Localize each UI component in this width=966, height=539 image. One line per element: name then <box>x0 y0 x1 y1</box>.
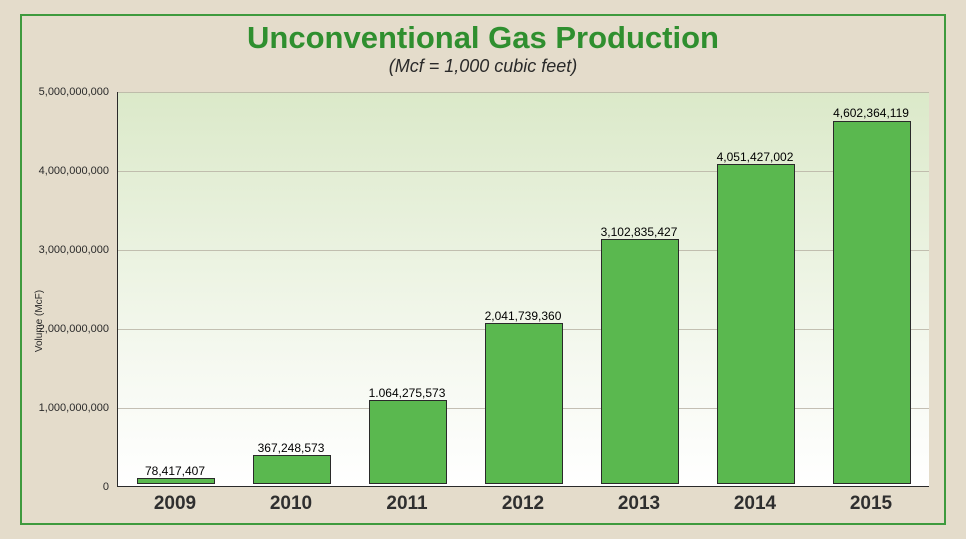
x-tick-label: 2013 <box>618 493 660 515</box>
chart-frame: Unconventional Gas Production (Mcf = 1,0… <box>20 14 946 525</box>
x-tick-label: 2010 <box>270 493 312 515</box>
bar-value-label: 4,051,427,002 <box>717 150 794 164</box>
gridline <box>118 171 929 172</box>
bar-value-label: 4,602,364,119 <box>833 106 909 120</box>
y-tick-label: 2,000,000,000 <box>19 323 109 335</box>
bar-value-label: 78,417,407 <box>145 464 205 478</box>
gridline <box>118 250 929 251</box>
gridline <box>118 92 929 93</box>
bar-value-label: 2,041,739,360 <box>485 309 562 323</box>
y-tick-label: 5,000,000,000 <box>19 86 109 98</box>
y-axis-title: Volume (McF) <box>34 290 45 352</box>
bar-value-label: 367,248,573 <box>258 441 325 455</box>
bar <box>601 239 680 484</box>
bar-value-label: 3,102,835,427 <box>601 225 678 239</box>
y-tick-label: 3,000,000,000 <box>19 244 109 256</box>
chart-outer: Unconventional Gas Production (Mcf = 1,0… <box>0 0 966 539</box>
x-tick-label: 2012 <box>502 493 544 515</box>
y-tick-label: 0 <box>19 481 109 493</box>
y-tick-label: 1,000,000,000 <box>19 402 109 414</box>
y-tick-label: 4,000,000,000 <box>19 165 109 177</box>
chart-title: Unconventional Gas Production <box>22 20 944 56</box>
plot-area <box>117 92 929 487</box>
chart-subtitle: (Mcf = 1,000 cubic feet) <box>22 56 944 77</box>
bar <box>485 323 564 484</box>
bar-value-label: 1.064,275,573 <box>369 386 446 400</box>
bar <box>833 121 912 485</box>
x-tick-label: 2009 <box>154 493 196 515</box>
bar <box>137 478 216 484</box>
bar <box>369 400 448 484</box>
plot-wrap: 01,000,000,0002,000,000,0003,000,000,000… <box>117 92 929 487</box>
bar <box>253 455 332 484</box>
bar <box>717 164 796 484</box>
x-tick-label: 2011 <box>386 493 427 515</box>
x-tick-label: 2015 <box>850 493 892 515</box>
x-tick-label: 2014 <box>734 493 776 515</box>
